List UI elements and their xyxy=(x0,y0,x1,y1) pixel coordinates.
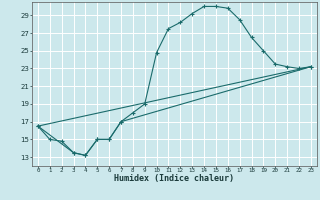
X-axis label: Humidex (Indice chaleur): Humidex (Indice chaleur) xyxy=(115,174,234,183)
